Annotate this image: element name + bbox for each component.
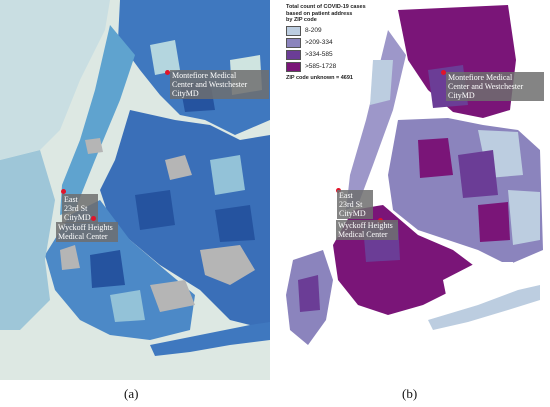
map-b-light-2 xyxy=(508,190,540,245)
label-line: Wyckoff Heights xyxy=(338,221,393,230)
map-a-svg xyxy=(0,0,270,380)
label-line: Wyckoff Heights xyxy=(58,223,113,232)
legend-label: >585-1728 xyxy=(305,63,337,70)
legend-unknown-note: ZIP code unknown = 4691 xyxy=(286,74,353,81)
legend-item-3: >334-585 xyxy=(286,49,404,60)
label-line: Center and Westchester xyxy=(172,80,248,89)
legend-item-4: >585-1728 xyxy=(286,61,404,72)
label-line: CityMD xyxy=(448,91,475,100)
map-a-dark-2 xyxy=(90,250,125,288)
map-b-mid-2 xyxy=(458,150,498,198)
marker-montefiore-a xyxy=(165,70,170,75)
map-a-light-3 xyxy=(110,290,145,322)
map-a-dark-1 xyxy=(135,190,175,230)
legend-label: >334-585 xyxy=(305,51,333,58)
label-line: Montefiore Medical xyxy=(448,73,513,82)
legend-title-line: based on patient address xyxy=(286,10,353,17)
map-a-rockaway xyxy=(150,322,270,356)
label-wyckoff-b: Wyckoff Heights Medical Center xyxy=(336,220,398,240)
map-b-svg xyxy=(278,0,548,380)
map-a-nj xyxy=(0,0,110,160)
legend-title-line: Total count of COVID-19 cases xyxy=(286,4,366,10)
map-a-gray-4 xyxy=(60,245,80,270)
map-a-southwest xyxy=(0,150,55,330)
map-b-mid-4 xyxy=(298,275,320,312)
label-line: Montefiore Medical xyxy=(172,71,237,80)
marker-wyckoff-a xyxy=(91,216,96,221)
label-line: CityMD xyxy=(339,209,366,218)
legend-title: Total count of COVID-19 cases based on p… xyxy=(286,4,404,24)
map-a-gray-1 xyxy=(200,245,255,285)
label-line: Medical Center xyxy=(338,230,388,239)
label-east23-b: East 23rd St CityMD xyxy=(337,190,373,219)
label-line: CityMD xyxy=(64,213,91,222)
label-line: Medical Center xyxy=(58,232,108,241)
label-line: Center and Westchester xyxy=(448,82,524,91)
marker-east23-a xyxy=(61,189,66,194)
label-line: 23rd St xyxy=(339,200,363,209)
caption-b: (b) xyxy=(402,386,418,401)
map-b-light-3 xyxy=(370,60,393,105)
marker-montefiore-b xyxy=(441,70,446,75)
label-line: 23rd St xyxy=(64,204,88,213)
label-montefiore-b: Montefiore Medical Center and Westcheste… xyxy=(446,72,544,101)
map-panel-b: Total count of COVID-19 cases based on p… xyxy=(278,0,548,380)
legend-swatch xyxy=(286,37,301,48)
legend-item-1: 8-209 xyxy=(286,25,404,36)
legend-item-2: >209-334 xyxy=(286,37,404,48)
map-a-gray-5 xyxy=(85,138,103,154)
legend-title-line: by ZIP code xyxy=(286,17,317,23)
legend-label: 8-209 xyxy=(305,27,322,34)
label-east23-a: East 23rd St CityMD xyxy=(62,194,98,223)
label-line: East xyxy=(339,191,353,200)
legend-label: >209-334 xyxy=(305,39,333,46)
map-b-bay xyxy=(443,262,518,305)
legend-swatch xyxy=(286,49,301,60)
map-a-manhattan xyxy=(60,25,135,215)
label-wyckoff-a: Wyckoff Heights Medical Center xyxy=(56,222,118,242)
caption-a: (a) xyxy=(124,386,139,401)
map-a-bronx xyxy=(118,0,270,135)
label-line: East xyxy=(64,195,78,204)
map-a-light-2 xyxy=(210,155,245,195)
map-b-dark-1 xyxy=(418,138,453,178)
legend-swatch xyxy=(286,61,301,72)
map-a-dark-4 xyxy=(215,205,255,242)
map-a-light-1 xyxy=(150,40,180,75)
map-legend: Total count of COVID-19 cases based on p… xyxy=(286,4,404,81)
label-line: CityMD xyxy=(172,89,199,98)
legend-swatch xyxy=(286,25,301,36)
map-a-gray-3 xyxy=(165,155,192,180)
map-b-rockaway xyxy=(428,285,540,330)
map-a-gray-2 xyxy=(150,280,195,312)
map-b-dark-2 xyxy=(478,202,510,242)
map-panel-a: Montefiore Medical Center and Westcheste… xyxy=(0,0,270,380)
label-montefiore-a: Montefiore Medical Center and Westcheste… xyxy=(170,70,269,99)
